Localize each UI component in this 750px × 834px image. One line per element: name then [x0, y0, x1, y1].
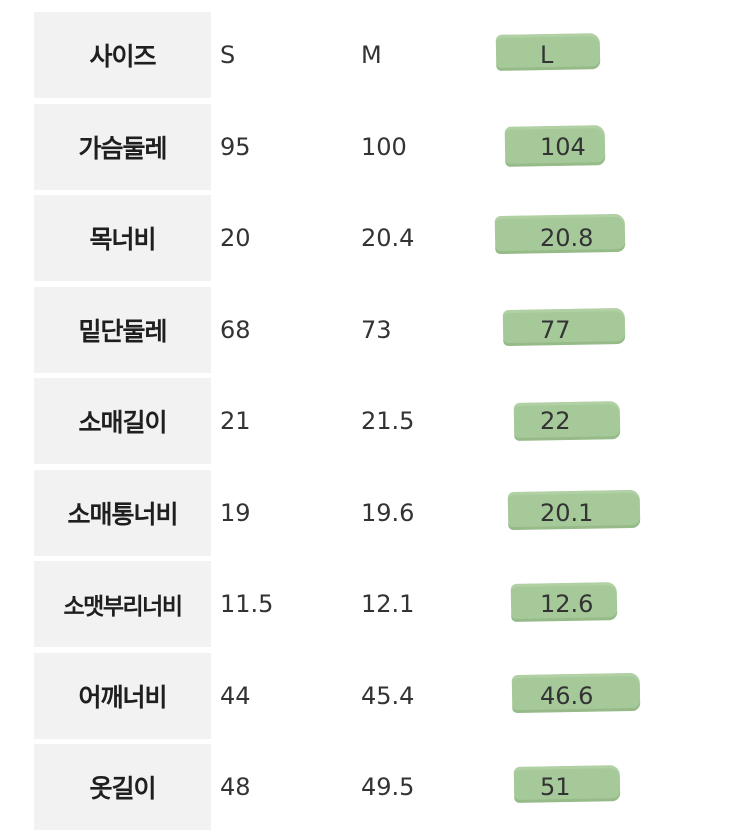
value-s: 68 — [220, 315, 251, 344]
value-m: 100 — [361, 132, 407, 161]
row-label: 어깨너비 — [34, 652, 211, 739]
value-m: 21.5 — [361, 407, 415, 435]
row-label: 옷길이 — [34, 744, 211, 830]
value-s: 19 — [220, 498, 251, 527]
row-label: 밑단둘레 — [34, 286, 211, 373]
row-label: 소매길이 — [34, 378, 211, 464]
table-row: 소매통너비 19 19.6 20.1 — [0, 468, 750, 560]
value-s: 44 — [220, 681, 251, 710]
value-l: 46.6 — [540, 681, 594, 710]
value-m: 45.4 — [361, 681, 415, 710]
value-l: 12.6 — [540, 590, 594, 618]
value-s: 20 — [220, 224, 251, 252]
table-header-row: 사이즈 S M L — [0, 10, 750, 102]
table-row: 어깨너비 44 45.4 46.6 — [0, 651, 750, 743]
value-l: 77 — [540, 315, 571, 344]
row-label: 소맷부리너비 — [34, 561, 211, 647]
value-l: 20.1 — [540, 498, 594, 527]
row-label: 목너비 — [34, 195, 211, 281]
value-l: 104 — [540, 132, 586, 161]
value-m: 73 — [361, 315, 392, 344]
header-size-m: M — [361, 41, 382, 69]
value-s: 95 — [220, 132, 251, 161]
value-m: 19.6 — [361, 498, 415, 527]
value-s: 11.5 — [220, 590, 274, 618]
table-row: 소맷부리너비 11.5 12.1 12.6 — [0, 559, 750, 651]
value-s: 21 — [220, 407, 251, 435]
header-size-l: L — [540, 41, 554, 69]
value-m: 49.5 — [361, 773, 415, 801]
value-l: 51 — [540, 773, 571, 801]
value-s: 48 — [220, 773, 251, 801]
header-label: 사이즈 — [34, 12, 211, 98]
row-label: 가슴둘레 — [34, 103, 211, 190]
table-row: 옷길이 48 49.5 51 — [0, 742, 750, 834]
table-row: 가슴둘레 95 100 104 — [0, 102, 750, 194]
value-m: 12.1 — [361, 590, 415, 618]
size-table: 사이즈 S M L 가슴둘레 95 100 104 목너비 20 20.4 20… — [0, 10, 750, 834]
table-row: 소매길이 21 21.5 22 — [0, 376, 750, 468]
table-row: 밑단둘레 68 73 77 — [0, 285, 750, 377]
value-m: 20.4 — [361, 224, 415, 252]
table-row: 목너비 20 20.4 20.8 — [0, 193, 750, 285]
row-label: 소매통너비 — [34, 469, 211, 556]
header-size-s: S — [220, 41, 236, 69]
value-l: 20.8 — [540, 224, 594, 252]
value-l: 22 — [540, 407, 571, 435]
